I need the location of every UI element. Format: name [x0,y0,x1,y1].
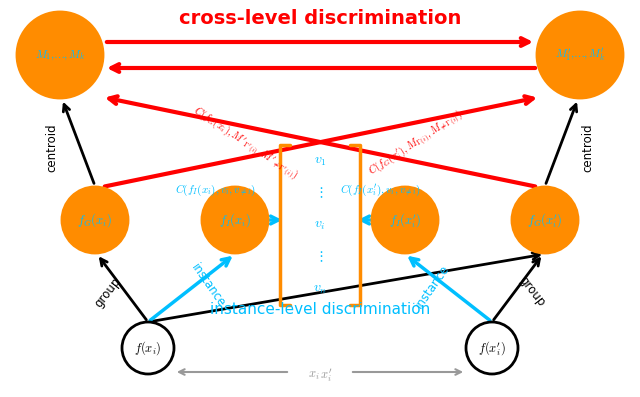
Circle shape [18,13,102,97]
Text: $v_1$: $v_1$ [314,154,326,168]
Text: $f_I(x_i)$: $f_I(x_i)$ [219,211,251,229]
Text: instance: instance [412,262,452,310]
Circle shape [122,322,174,374]
Text: $x_i'$: $x_i'$ [320,366,332,384]
Text: $f_G(x_i')$: $f_G(x_i')$ [527,211,563,229]
Text: $v_i$: $v_i$ [314,218,326,232]
Text: $f(x_i)$: $f(x_i)$ [134,339,162,357]
Text: instance-level discrimination: instance-level discrimination [210,303,430,318]
Text: $\vdots$: $\vdots$ [317,186,323,200]
Circle shape [373,188,437,252]
Text: $C(f_I(x_i), v_i, v_{\neq i})$: $C(f_I(x_i), v_i, v_{\neq i})$ [175,182,256,198]
Circle shape [513,188,577,252]
Circle shape [466,322,518,374]
Text: instance: instance [188,262,228,310]
Text: $C(f_G(x_i), M'_{\Gamma'(i)}, M'_{\neq\Gamma'(i)})$: $C(f_G(x_i), M'_{\Gamma'(i)}, M'_{\neq\G… [190,103,301,183]
Text: group: group [516,274,548,310]
Text: $f(x_i')$: $f(x_i')$ [478,339,506,357]
Circle shape [203,188,267,252]
Text: centroid: centroid [45,124,58,172]
Text: $C(f_I(x_i'), v_i, v_{\neq i})$: $C(f_I(x_i'), v_i, v_{\neq i})$ [340,182,421,198]
Circle shape [538,13,622,97]
Circle shape [63,188,127,252]
Text: centroid: centroid [582,124,595,172]
Text: $f_G(x_i)$: $f_G(x_i)$ [77,211,113,229]
Text: $f_I(x_i')$: $f_I(x_i')$ [388,211,421,229]
Text: $x_i$: $x_i$ [308,368,320,382]
Text: $C(f_G(x_i'), M_{\Gamma(i)}, M_{\neq\Gamma(i)})$: $C(f_G(x_i'), M_{\Gamma(i)}, M_{\neq\Gam… [365,106,465,179]
Text: cross-level discrimination: cross-level discrimination [179,8,461,27]
Text: group: group [92,274,124,310]
Text: $v_n$: $v_n$ [313,282,327,296]
Text: $M_1,\!\ldots\!,M_k$: $M_1,\!\ldots\!,M_k$ [35,48,85,62]
Text: $M_1',\!\ldots\!,M_k'$: $M_1',\!\ldots\!,M_k'$ [555,47,605,63]
Text: $\vdots$: $\vdots$ [317,250,323,264]
